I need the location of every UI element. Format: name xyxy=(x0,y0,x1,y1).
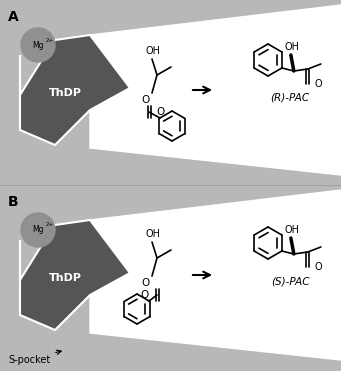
Text: A: A xyxy=(8,10,19,24)
Text: S-pocket: S-pocket xyxy=(8,350,61,365)
Circle shape xyxy=(21,213,55,247)
Text: (S)-PAC: (S)-PAC xyxy=(271,276,309,286)
Text: 2+: 2+ xyxy=(46,223,54,227)
Text: O: O xyxy=(142,95,150,105)
Polygon shape xyxy=(20,220,130,330)
Text: 2+: 2+ xyxy=(46,37,54,43)
Polygon shape xyxy=(90,190,341,360)
Text: O: O xyxy=(142,278,150,288)
Text: O: O xyxy=(156,107,164,117)
Text: O: O xyxy=(141,290,149,300)
Text: OH: OH xyxy=(146,229,161,239)
Text: O: O xyxy=(315,262,323,272)
Text: OH: OH xyxy=(146,46,161,56)
Text: Mg: Mg xyxy=(32,226,44,234)
Text: ThDP: ThDP xyxy=(48,88,81,98)
Circle shape xyxy=(21,28,55,62)
Text: O: O xyxy=(315,79,323,89)
Text: Mg: Mg xyxy=(32,40,44,49)
Text: ThDP: ThDP xyxy=(48,273,81,283)
Text: (R)-PAC: (R)-PAC xyxy=(270,93,310,103)
Text: OH: OH xyxy=(284,42,299,52)
Bar xyxy=(0,185,341,370)
Bar xyxy=(0,0,341,185)
Polygon shape xyxy=(90,5,341,175)
Text: B: B xyxy=(8,195,19,209)
Polygon shape xyxy=(20,35,130,145)
Text: OH: OH xyxy=(284,225,299,235)
